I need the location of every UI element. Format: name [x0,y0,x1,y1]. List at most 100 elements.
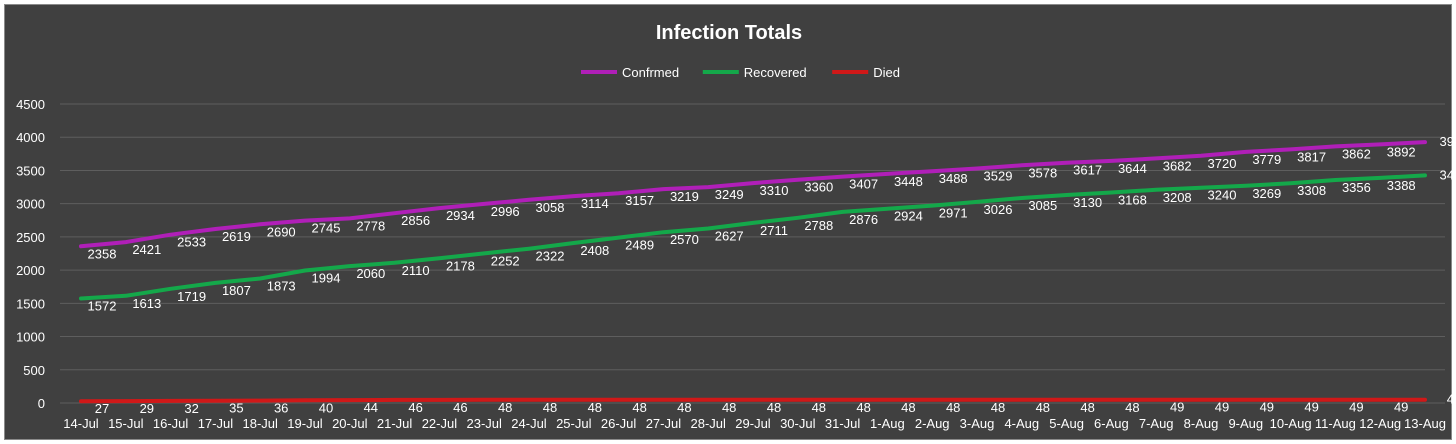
data-label: 3168 [1118,193,1147,208]
gridlines [60,103,1445,404]
data-label: 48 [991,400,1005,415]
x-tick-label: 29-Jul [735,416,771,431]
data-label: 49 [1394,400,1408,415]
x-tick-label: 9-Aug [1228,416,1263,431]
data-label: 3578 [1028,165,1057,180]
data-label: 48 [856,400,870,415]
data-label: 2408 [580,243,609,258]
data-label: 3360 [804,180,833,195]
x-tick-label: 28-Jul [690,416,726,431]
x-tick-label: 22-Jul [422,416,458,431]
y-tick-label: 3500 [16,163,45,178]
data-label: 3644 [1118,161,1147,176]
data-label: 3308 [1297,183,1326,198]
x-tick-label: 25-Jul [556,416,592,431]
data-label: 1572 [88,299,117,314]
x-tick-label: 18-Jul [242,416,278,431]
x-tick-label: 13-Aug [1404,416,1446,431]
data-label: 49 [1215,400,1229,415]
chart-frame: Infection Totals Confrmed Recovered Died 0… [4,4,1453,440]
x-tick-label: 1-Aug [870,416,905,431]
x-tick-label: 19-Jul [287,416,323,431]
y-tick-label: 1000 [16,330,45,345]
data-label: 35 [229,401,243,416]
data-label: 2971 [939,206,968,221]
data-label: 3240 [1208,188,1237,203]
data-label: 48 [677,400,691,415]
y-tick-label: 2000 [16,263,45,278]
data-label: 2252 [491,253,520,268]
data-label: 48 [543,400,557,415]
data-label: 2060 [356,266,385,281]
x-tick-label: 26-Jul [601,416,637,431]
x-tick-label: 24-Jul [511,416,547,431]
data-label: 1994 [312,271,341,286]
data-label: 48 [588,400,602,415]
data-label: 49 [1349,400,1363,415]
x-tick-label: 7-Aug [1139,416,1174,431]
data-label: 48 [1036,400,1050,415]
data-label: 2924 [894,209,923,224]
x-tick-label: 11-Aug [1315,416,1356,431]
data-label: 3219 [670,189,699,204]
data-label: 2996 [491,204,520,219]
data-label: 48 [1080,400,1094,415]
data-label: 3356 [1342,180,1371,195]
data-label: 2533 [177,235,206,250]
data-label: 3208 [1163,190,1192,205]
data-label: 3720 [1208,156,1237,171]
data-label: 48 [812,400,826,415]
y-tick-label: 2500 [16,230,45,245]
x-tick-label: 5-Aug [1049,416,1084,431]
x-tick-label: 21-Jul [377,416,413,431]
data-label: 48 [1125,400,1139,415]
data-label: 3085 [1028,198,1057,213]
data-label: 3529 [984,169,1013,184]
data-label: 2778 [356,218,385,233]
x-tick-label: 20-Jul [332,416,368,431]
data-label: 1873 [267,279,296,294]
legend-label: Confrmed [622,65,679,80]
x-tick-label: 31-Jul [825,416,861,431]
data-label: 3682 [1163,158,1192,173]
data-label: 46 [453,400,467,415]
x-tick-label: 23-Jul [466,416,502,431]
data-label: 46 [408,400,422,415]
data-label: 2358 [88,246,117,261]
data-label: 3425 [1440,167,1453,182]
data-label: 3388 [1387,178,1416,193]
x-tick-label: 3-Aug [960,416,995,431]
data-label: 2690 [267,224,296,239]
data-label: 48 [901,400,915,415]
x-tick-label: 2-Aug [915,416,950,431]
data-label: 2745 [312,221,341,236]
data-label: 3862 [1342,146,1371,161]
data-label: 48 [946,400,960,415]
x-tick-label: 4-Aug [1004,416,1039,431]
data-label: 3130 [1073,195,1102,210]
legend: Confrmed Recovered Died [581,65,900,80]
data-label: 3817 [1297,149,1326,164]
data-label: 2619 [222,229,251,244]
y-tick-label: 4000 [16,130,45,145]
x-tick-label: 16-Jul [153,416,189,431]
x-tick-label: 15-Jul [108,416,144,431]
data-label: 49 [1260,400,1274,415]
y-tick-label: 500 [23,363,45,378]
data-label: 48 [767,400,781,415]
data-label: 49 [1447,392,1453,407]
y-tick-label: 4500 [16,97,45,112]
y-tick-label: 3000 [16,197,45,212]
data-label: 3927 [1440,134,1453,149]
x-tick-label: 17-Jul [198,416,234,431]
data-label: 3114 [581,196,609,211]
data-label: 2110 [402,263,430,278]
chart-title: Infection Totals [656,22,802,44]
data-label: 49 [1170,400,1184,415]
data-label: 3310 [760,183,789,198]
x-axis: 14-Jul 15-Jul 16-Jul 17-Jul 18-Jul 19-Jul 20-J… [63,416,1446,431]
data-label: 3892 [1387,144,1416,159]
data-label: 1613 [132,296,161,311]
data-label: 3249 [715,187,744,202]
data-label: 2856 [401,213,430,228]
